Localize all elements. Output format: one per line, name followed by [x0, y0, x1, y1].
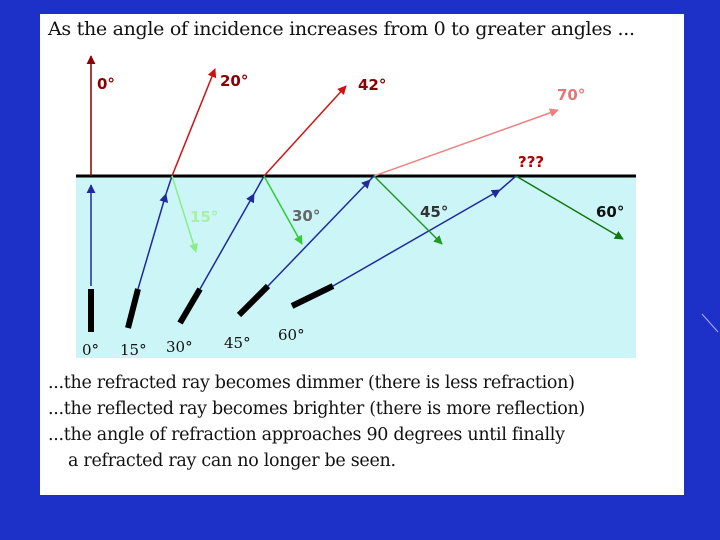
reflected-ray-30 [263, 175, 303, 245]
caption: ...the refracted ray becomes dimmer (the… [48, 370, 678, 474]
refracted-air-ray-70 [373, 108, 559, 177]
incident-ray-15 [137, 193, 169, 290]
slide-panel: As the angle of incidence increases from… [40, 14, 684, 495]
reflected-ray-15 [171, 175, 198, 253]
incident-ray-45 [267, 179, 371, 287]
caption-line-1: ...the refracted ray becomes dimmer (the… [48, 373, 575, 393]
caption-line-2: ...the reflected ray becomes brighter (t… [48, 399, 585, 419]
incident-ray-30 [199, 193, 255, 290]
slide-heading: As the angle of incidence increases from… [48, 18, 635, 40]
refracted-air-ray-42 [263, 85, 347, 177]
decorative-slash [701, 313, 719, 333]
incident-ray-30-top [253, 175, 265, 195]
refraction-label-60: 60° [596, 203, 624, 221]
refraction-label-45: 45° [420, 203, 448, 221]
reflection-label-42: 42° [358, 76, 386, 94]
incident-ray-45-top [369, 175, 375, 181]
source-label-0: 0° [82, 341, 99, 359]
caption-line-3: ...the angle of refraction approaches 90… [48, 425, 565, 445]
water-region [76, 176, 636, 358]
reflection-label-70: 70° [557, 86, 585, 104]
incident-ray-15-top [165, 175, 173, 195]
light-source-45 [236, 283, 271, 318]
source-label-15: 15° [120, 341, 147, 359]
incident-ray-60 [332, 189, 501, 287]
source-label-30: 30° [166, 338, 193, 356]
refraction-label-15: 15° [190, 208, 218, 226]
light-source-30 [177, 287, 203, 325]
light-source-60 [290, 283, 335, 309]
source-label-60: 60° [278, 326, 305, 344]
light-source-15 [125, 288, 141, 329]
reflection-label-20: 20° [220, 72, 248, 90]
refracted-air-ray-20 [171, 68, 217, 177]
reflection-label-0: 0° [97, 75, 115, 93]
question-label: ??? [518, 153, 544, 171]
total-internal-reflection-diagram: 0° 20° 42° 70° ??? 15° 30° 45° 60° 0° 15… [76, 55, 636, 359]
reflected-ray-60 [515, 175, 624, 240]
refraction-label-30: 30° [292, 207, 320, 225]
caption-line-4: a refracted ray can no longer be seen. [68, 451, 396, 471]
source-label-45: 45° [224, 334, 251, 352]
reflected-ray-45 [373, 175, 443, 245]
incident-ray-60-top [499, 175, 517, 191]
